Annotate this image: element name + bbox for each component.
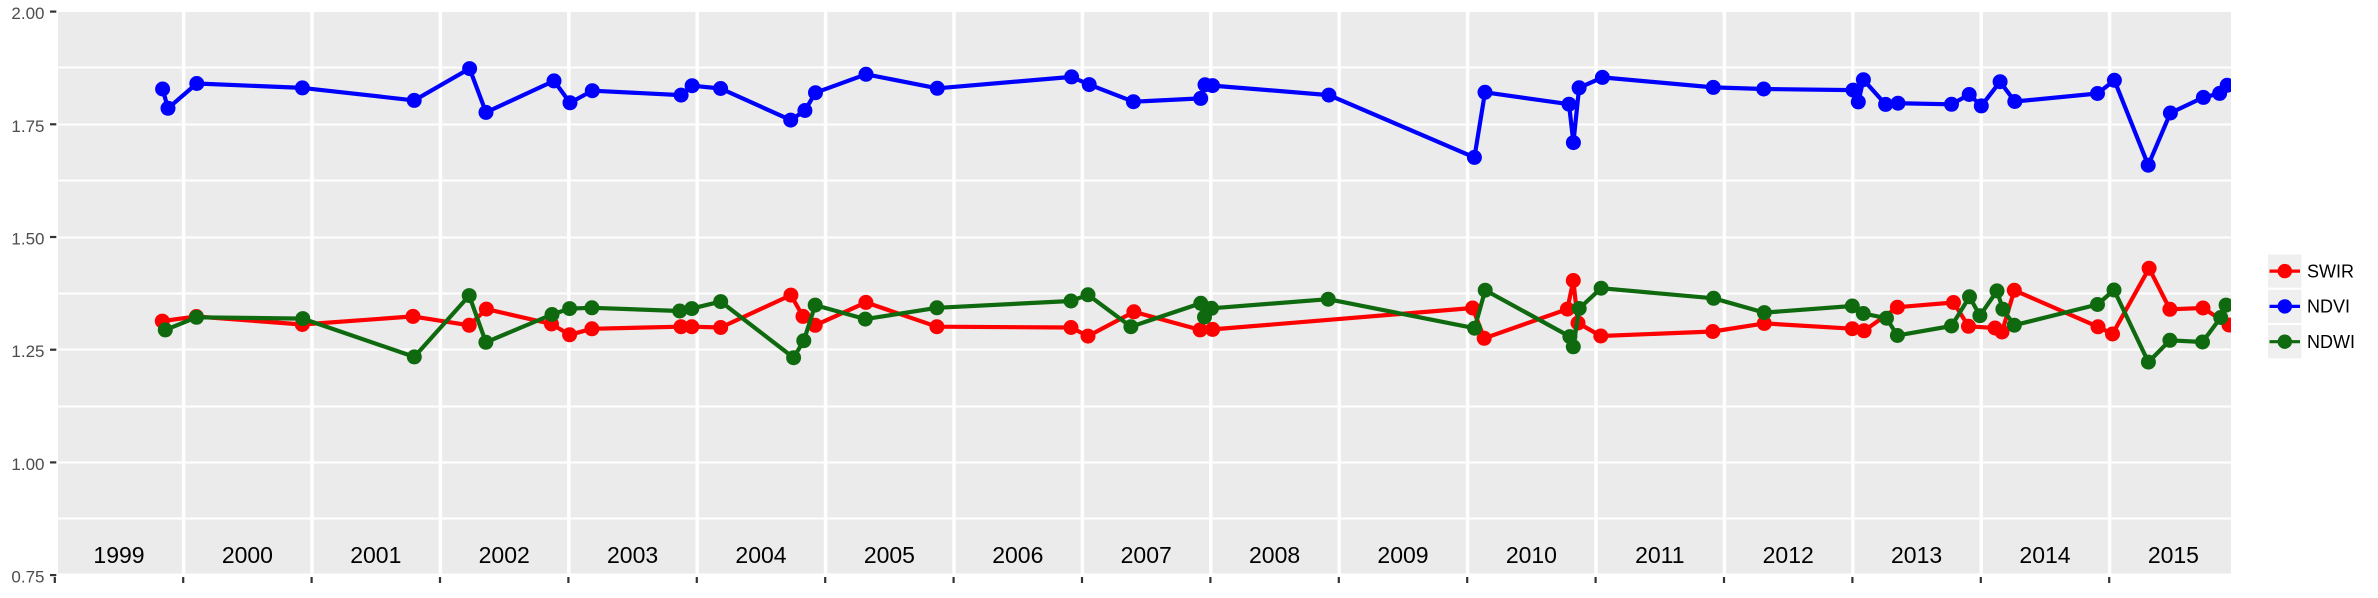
svg-text:2000: 2000 (222, 542, 273, 568)
svg-text:NDWI: NDWI (2307, 332, 2355, 352)
svg-text:1999: 1999 (93, 542, 144, 568)
svg-text:2014: 2014 (2019, 542, 2070, 568)
svg-text:2005: 2005 (864, 542, 915, 568)
svg-text:2007: 2007 (1121, 542, 1172, 568)
svg-text:2.00: 2.00 (11, 4, 44, 23)
svg-text:2006: 2006 (992, 542, 1043, 568)
svg-text:2015: 2015 (2148, 542, 2199, 568)
svg-text:2009: 2009 (1377, 542, 1428, 568)
svg-text:2013: 2013 (1891, 542, 1942, 568)
svg-text:2008: 2008 (1249, 542, 1300, 568)
svg-text:1.00: 1.00 (11, 455, 44, 474)
svg-text:1.75: 1.75 (11, 117, 44, 136)
svg-text:0.75: 0.75 (11, 568, 44, 587)
svg-text:1.50: 1.50 (11, 230, 44, 249)
svg-text:2003: 2003 (607, 542, 658, 568)
svg-text:NDVI: NDVI (2307, 297, 2350, 317)
svg-text:2004: 2004 (735, 542, 786, 568)
svg-text:2001: 2001 (350, 542, 401, 568)
svg-text:1.25: 1.25 (11, 342, 44, 361)
svg-text:2011: 2011 (1635, 542, 1684, 568)
svg-text:2010: 2010 (1506, 542, 1557, 568)
svg-text:SWIR: SWIR (2307, 261, 2354, 281)
svg-text:2012: 2012 (1763, 542, 1814, 568)
svg-text:2002: 2002 (479, 542, 530, 568)
